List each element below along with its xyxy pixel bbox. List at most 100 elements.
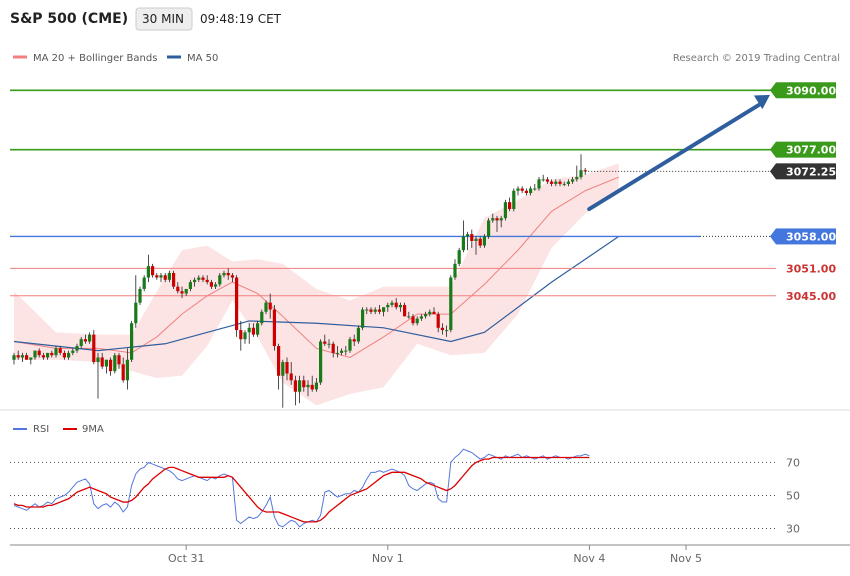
candle: [176, 282, 180, 294]
forecast-arrow: [587, 94, 770, 212]
candle-body: [499, 218, 503, 221]
candle-body: [239, 330, 243, 340]
candle-body: [373, 309, 377, 312]
candle: [411, 314, 415, 326]
bollinger-band-area: [14, 163, 619, 406]
candle: [537, 177, 541, 191]
candle: [327, 339, 331, 349]
candle: [529, 186, 533, 196]
candle: [62, 350, 66, 360]
candle-body: [436, 314, 440, 328]
candle-body: [550, 181, 554, 184]
candle: [461, 220, 465, 253]
candle: [361, 307, 365, 331]
candle: [373, 307, 377, 315]
candle-body: [457, 250, 461, 264]
candle: [130, 320, 134, 363]
timeframe-badge[interactable]: [135, 7, 193, 31]
candle-body: [58, 348, 62, 353]
candle: [67, 350, 71, 360]
candle: [424, 311, 428, 319]
candle: [415, 316, 419, 326]
candle: [104, 359, 108, 374]
candle: [571, 177, 575, 184]
candle-body: [571, 179, 575, 182]
candle-body: [411, 316, 415, 324]
candle: [432, 307, 436, 315]
candle: [193, 277, 197, 287]
candle-body: [340, 350, 344, 353]
price-label-pointer: [770, 163, 776, 180]
candle-body: [579, 170, 583, 178]
candle-body: [344, 350, 348, 352]
candle: [12, 352, 16, 365]
candle-body: [251, 327, 255, 335]
candle: [352, 334, 356, 347]
candle: [520, 186, 524, 194]
candle-body: [508, 202, 512, 210]
candle-body: [201, 277, 205, 280]
candle-body: [260, 311, 264, 324]
candle-body: [562, 183, 566, 185]
price-label-text: 3077.00: [786, 144, 836, 157]
candle-body: [470, 234, 474, 241]
candle: [365, 307, 369, 315]
candle-body: [75, 346, 79, 351]
candle: [256, 320, 260, 337]
candle-body: [503, 202, 507, 219]
candle-body: [298, 380, 302, 392]
candle: [554, 179, 558, 187]
candle: [222, 270, 226, 278]
candle-body: [566, 181, 570, 184]
price-label-text: 3058.00: [786, 230, 836, 243]
candle: [382, 307, 386, 317]
candle: [482, 234, 486, 248]
price-label-3090-00: 3090.00: [770, 82, 836, 99]
candle: [268, 293, 272, 319]
candle: [474, 236, 478, 255]
candle-body: [92, 334, 96, 363]
rsi-legend-label: RSI: [33, 424, 49, 435]
candle: [398, 302, 402, 312]
candle-body: [524, 190, 528, 194]
bollinger-bands: [14, 163, 619, 406]
candle: [109, 357, 113, 376]
price-label-pointer: [770, 228, 776, 245]
candle-body: [138, 288, 142, 303]
candle-body: [541, 179, 545, 181]
candle-body: [25, 355, 29, 360]
candle-body: [323, 341, 327, 344]
candle: [46, 352, 50, 360]
candle: [583, 167, 587, 175]
rsi-tick-label: 30: [786, 522, 800, 535]
candle: [167, 270, 171, 283]
candle: [457, 247, 461, 267]
candle-body: [365, 309, 369, 311]
candle: [524, 188, 528, 196]
candle-body: [281, 362, 285, 376]
candle: [163, 272, 167, 283]
candle-body: [33, 350, 37, 358]
candle: [134, 275, 138, 328]
candle-body: [155, 275, 159, 278]
candle-body: [440, 327, 444, 331]
candle-body: [50, 352, 54, 356]
candle-body: [222, 272, 226, 276]
candle: [264, 300, 268, 315]
candle: [508, 197, 512, 212]
candle-body: [109, 359, 113, 372]
candle: [214, 282, 218, 289]
candle: [302, 375, 306, 392]
candle: [92, 330, 96, 365]
candle-body: [453, 263, 457, 278]
candle-body: [209, 282, 213, 287]
candle: [71, 348, 75, 356]
candle: [96, 352, 100, 399]
candle-body: [482, 236, 486, 246]
time-axis: Oct 31 Nov 1 Nov 4 Nov 5: [168, 545, 702, 565]
candle-body: [382, 307, 386, 312]
candle: [50, 350, 54, 358]
candle-body: [151, 266, 155, 276]
candle: [545, 177, 549, 184]
candle-body: [67, 352, 71, 358]
